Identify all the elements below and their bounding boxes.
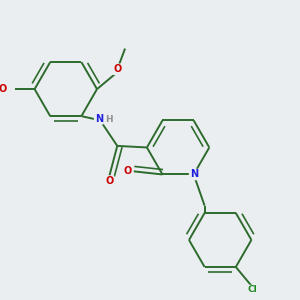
Text: O: O (105, 176, 114, 186)
Text: H: H (106, 115, 113, 124)
Text: O: O (123, 167, 131, 176)
Text: O: O (0, 84, 7, 94)
Text: N: N (190, 169, 198, 179)
Text: N: N (94, 114, 103, 124)
Text: O: O (113, 64, 121, 74)
Text: Cl: Cl (248, 286, 258, 295)
